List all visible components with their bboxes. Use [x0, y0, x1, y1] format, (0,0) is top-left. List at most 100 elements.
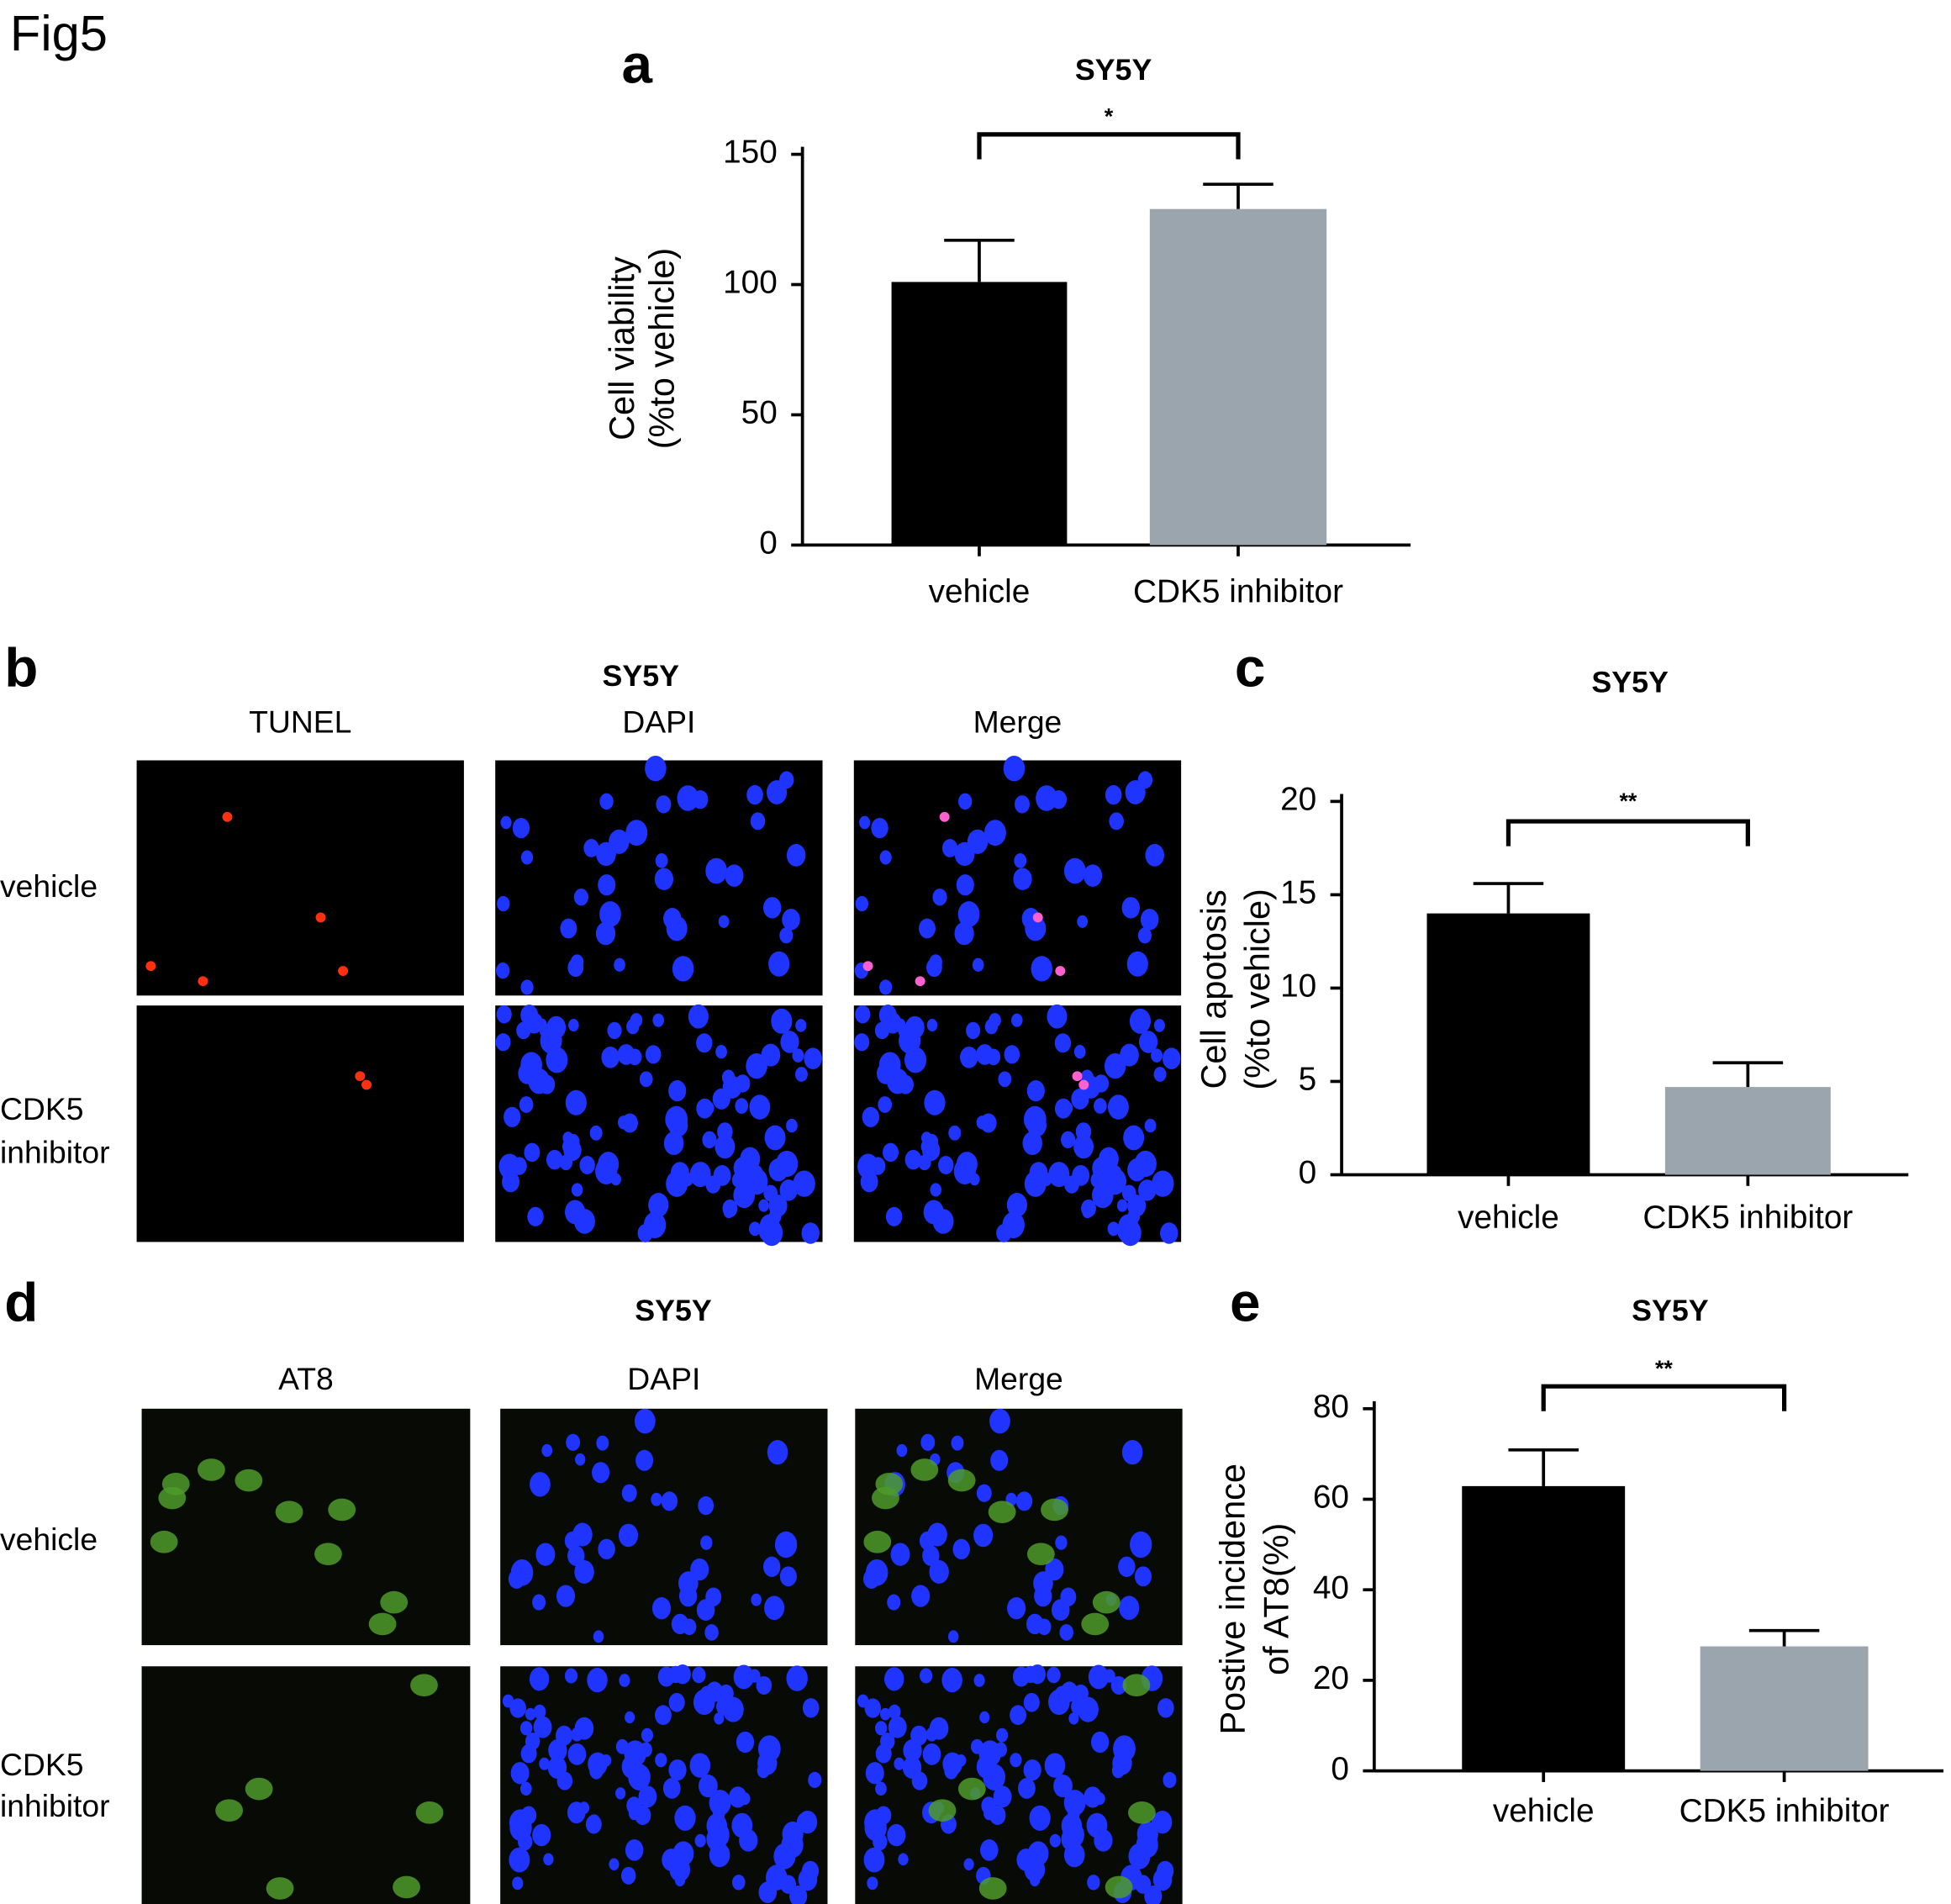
nucleus	[568, 1019, 579, 1032]
at8-cell	[158, 1486, 187, 1510]
nucleus	[897, 1074, 914, 1094]
nucleus	[1029, 1664, 1047, 1685]
nucleus	[674, 1664, 691, 1685]
nucleus	[973, 1523, 994, 1548]
y-axis-label: Cell viability	[602, 256, 641, 440]
nucleus	[1123, 1125, 1145, 1151]
nucleus	[885, 1206, 903, 1226]
nucleus	[1054, 1098, 1072, 1119]
at8-cell	[150, 1530, 178, 1553]
nucleus	[951, 1435, 964, 1451]
y-axis-label: (%to vehicle)	[1237, 889, 1277, 1089]
micrograph	[141, 1666, 471, 1904]
chart-title: SY5Y	[1591, 666, 1669, 699]
nucleus	[668, 1759, 687, 1781]
nucleus	[638, 1785, 657, 1808]
nucleus	[589, 1125, 603, 1141]
nucleus	[1061, 1827, 1082, 1852]
nucleus	[867, 1876, 878, 1891]
nucleus	[792, 1048, 804, 1063]
nucleus	[527, 1206, 544, 1226]
nucleus	[1084, 1786, 1102, 1808]
nucleus	[592, 1462, 610, 1484]
nucleus	[1090, 1172, 1105, 1189]
nucleus	[976, 1044, 994, 1065]
nucleus	[1087, 1875, 1100, 1891]
nucleus	[779, 927, 794, 944]
nucleus	[541, 1443, 553, 1458]
row-label: CDK5	[0, 1747, 83, 1782]
y-tick-label: 50	[741, 395, 778, 431]
nucleus	[539, 1074, 556, 1094]
nucleus	[887, 1594, 901, 1611]
nucleus	[1018, 1778, 1036, 1799]
nucleus	[1121, 897, 1140, 919]
nucleus	[519, 1781, 532, 1796]
nucleus	[520, 1743, 537, 1764]
nucleus	[654, 868, 673, 890]
nucleus	[1002, 1211, 1025, 1239]
panel-title: SY5Y	[635, 1294, 712, 1327]
nucleus	[645, 1045, 662, 1064]
nucleus	[976, 1116, 989, 1130]
micrograph	[495, 1004, 823, 1247]
nucleus	[1031, 956, 1052, 982]
nucleus	[690, 1558, 709, 1581]
nucleus	[700, 1535, 713, 1550]
nucleus	[801, 1222, 820, 1244]
y-tick-label: 0	[1299, 1155, 1317, 1191]
nucleus	[598, 1538, 615, 1560]
nucleus	[496, 962, 510, 979]
nucleus	[510, 1559, 534, 1586]
at8-cell	[328, 1498, 356, 1522]
nucleus	[1090, 1731, 1110, 1754]
nucleus	[1136, 1821, 1158, 1847]
nucleus	[615, 1738, 629, 1754]
nucleus	[596, 1435, 609, 1451]
nucleus	[1094, 1074, 1110, 1093]
at8-cell	[368, 1612, 397, 1636]
nucleus	[689, 1162, 711, 1188]
nucleus	[1053, 1775, 1073, 1798]
error-bar	[1203, 182, 1273, 209]
nucleus	[668, 1692, 685, 1712]
micrograph-bg	[141, 1408, 471, 1646]
nucleus	[1023, 1759, 1041, 1781]
at8-cell	[863, 1530, 892, 1553]
nucleus	[1072, 1164, 1090, 1186]
at8-cell	[275, 1501, 303, 1523]
nucleus	[587, 1668, 608, 1693]
nucleus	[1094, 1098, 1107, 1114]
nucleus	[1134, 1566, 1152, 1587]
nucleus	[721, 1069, 736, 1085]
nucleus	[578, 1801, 590, 1815]
nucleus	[954, 841, 975, 867]
nucleus	[993, 1785, 1012, 1808]
nucleus	[922, 1545, 940, 1566]
nucleus	[572, 1522, 593, 1547]
at8-cell	[1122, 1674, 1151, 1697]
nucleus	[865, 1559, 888, 1586]
nucleus	[520, 850, 534, 865]
column-label: DAPI	[627, 1361, 700, 1396]
nucleus	[1023, 1692, 1040, 1712]
nucleus	[927, 1522, 947, 1547]
y-tick-label: 100	[723, 265, 778, 301]
y-tick-label: 40	[1313, 1569, 1349, 1606]
nucleus	[593, 1630, 604, 1643]
nucleus	[1151, 1048, 1163, 1063]
nucleus	[533, 1704, 546, 1720]
bar	[1462, 1485, 1626, 1771]
nucleus	[1104, 1168, 1126, 1195]
nucleus	[716, 1697, 731, 1716]
row-label: inhibitor	[0, 1788, 110, 1823]
nucleus	[748, 1669, 761, 1683]
nucleus	[994, 1742, 1008, 1758]
nucleus	[692, 1666, 706, 1684]
nucleus	[929, 1717, 949, 1740]
nucleus	[621, 1754, 642, 1779]
nucleus	[1116, 1199, 1128, 1212]
nucleus	[854, 1033, 870, 1052]
nucleus	[1120, 1043, 1139, 1067]
nucleus	[643, 1211, 667, 1239]
